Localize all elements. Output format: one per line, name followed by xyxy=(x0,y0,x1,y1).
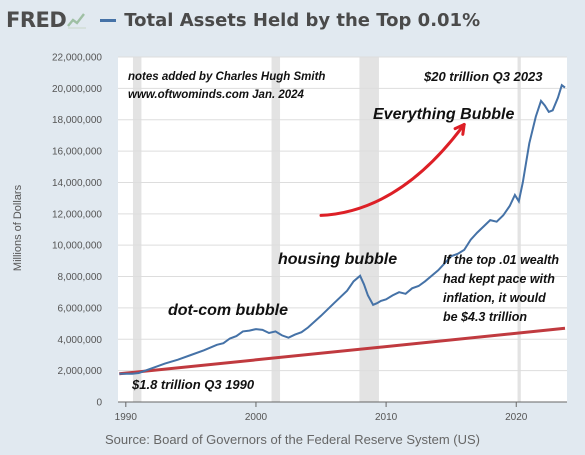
y-tick-label: 2,000,000 xyxy=(58,366,103,377)
y-tick-label: 14,000,000 xyxy=(52,178,102,189)
series-line xyxy=(119,83,566,375)
y-tick-label: 16,000,000 xyxy=(52,147,102,158)
dotcom-bubble-label: dot-com bubble xyxy=(168,302,288,319)
start-value-annotation: $1.8 trillion Q3 1990 xyxy=(131,377,255,392)
fred-chart-icon xyxy=(67,13,87,29)
y-tick-label: 10,000,000 xyxy=(52,241,102,252)
fred-logo: FRED xyxy=(6,8,67,32)
x-tick-label: 1990 xyxy=(115,412,138,423)
inflation-note-line-4: be $4.3 trillion xyxy=(443,310,527,324)
inflation-note-line-1: If the top .01 wealth xyxy=(443,253,559,267)
notes-website-line: www.oftwominds.com Jan. 2024 xyxy=(128,89,305,101)
recession-band xyxy=(271,57,281,402)
recession-band xyxy=(517,57,521,402)
x-tick-label: 2020 xyxy=(505,412,528,423)
chart-header: FRED Total Assets Held by the Top 0.01% xyxy=(6,6,480,34)
everything-bubble-label: Everything Bubble xyxy=(373,106,514,123)
inflation-note-line-3: inflation, it would xyxy=(443,291,546,305)
y-tick-label: 12,000,000 xyxy=(52,209,102,220)
arrow-head xyxy=(453,122,466,136)
y-tick-label: 0 xyxy=(96,398,102,409)
x-tick-label: 2000 xyxy=(245,412,268,423)
y-tick-label: 4,000,000 xyxy=(58,335,103,346)
housing-bubble-label: housing bubble xyxy=(278,251,397,268)
y-axis-label: Millions of Dollars xyxy=(12,184,24,271)
chart-title: Total Assets Held by the Top 0.01% xyxy=(124,9,481,31)
y-axis: 0 2,000,000 4,000,000 6,000,000 8,000,000 10,… xyxy=(52,53,103,409)
y-tick-label: 18,000,000 xyxy=(52,115,102,126)
inflation-note-line-2: had kept pace with xyxy=(443,272,555,286)
source-note: Source: Board of Governors of the Federa… xyxy=(105,432,480,447)
recession-band xyxy=(132,57,142,402)
recession-band xyxy=(359,57,379,402)
peak-annotation: $20 trillion Q3 2023 xyxy=(423,69,543,84)
series-legend-swatch xyxy=(100,18,117,22)
y-tick-label: 6,000,000 xyxy=(58,303,103,314)
y-tick-label: 8,000,000 xyxy=(58,272,103,283)
plot-area xyxy=(118,57,567,402)
recession-bands xyxy=(132,57,521,402)
y-tick-label: 22,000,000 xyxy=(52,53,102,64)
x-tick-label: 2010 xyxy=(375,412,398,423)
notes-credit-line: notes added by Charles Hugh Smith xyxy=(128,71,325,83)
everything-bubble-arrow xyxy=(319,122,466,217)
inflation-line xyxy=(119,326,566,376)
x-axis: 1990 2000 2010 2020 xyxy=(115,401,567,423)
y-tick-label: 20,000,000 xyxy=(52,84,102,95)
